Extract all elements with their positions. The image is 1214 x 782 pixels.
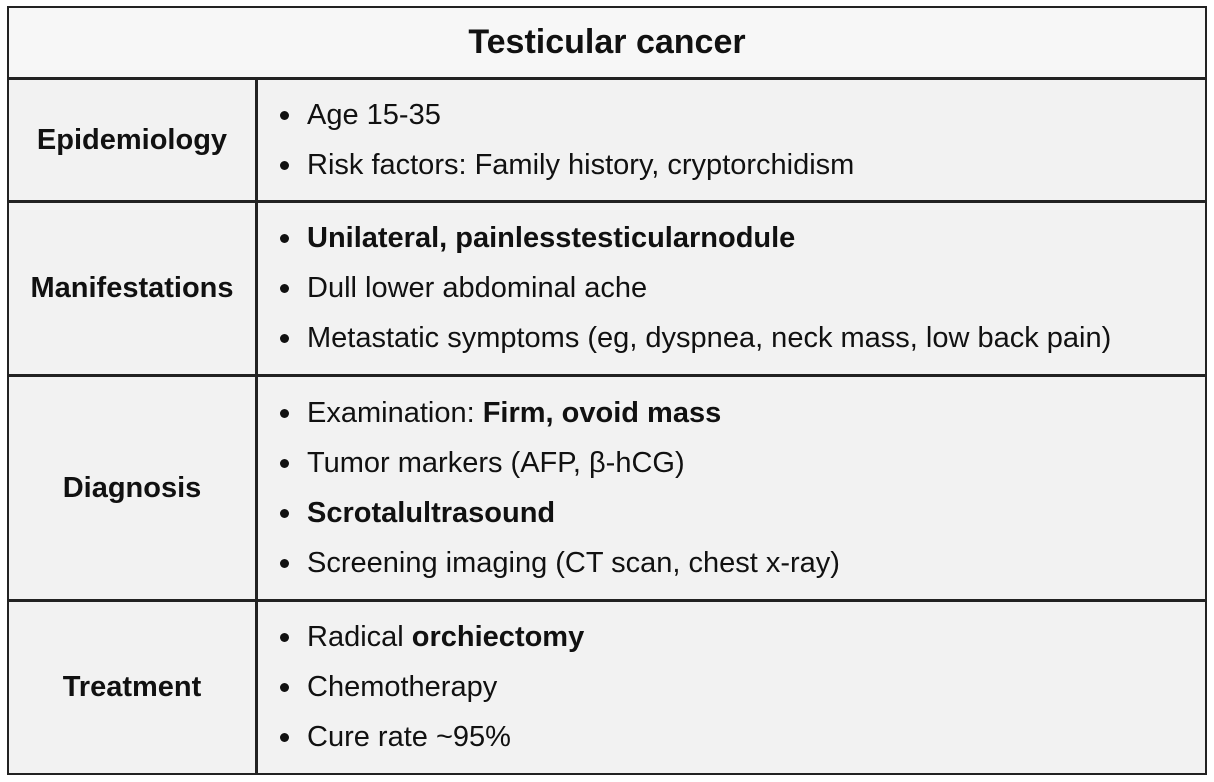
bold-text-segment: Firm, ovoid mass [482, 396, 722, 429]
bullet-dot-icon [280, 683, 289, 692]
text-segment: Radical [307, 621, 412, 653]
bullet-dot-icon [280, 408, 289, 418]
bullet-item: Radical orchiectomy [280, 613, 1205, 663]
bullet-text: Unilateral, painlesstesticularnodule [307, 222, 795, 255]
bold-text-segment: Scrotalultrasound [307, 496, 556, 529]
bullet-dot-icon [280, 633, 289, 642]
text-segment: Screening imaging (CT scan, chest x-ray) [307, 546, 840, 579]
row-content-diagnosis: Examination: Firm, ovoid mass Tumor marke… [258, 377, 1205, 602]
bold-text-segment: orchiectomy [411, 621, 585, 653]
bullet-text: Screening imaging (CT scan, chest x-ray) [307, 547, 840, 580]
bullet-dot-icon [280, 458, 289, 468]
bullet-text: Dull lower abdominal ache [307, 272, 647, 305]
row-label-manifestations: Manifestations [9, 203, 258, 377]
bold-text-segment: Unilateral, painlesstesticularnodule [307, 222, 796, 254]
bullet-dot-icon [280, 508, 289, 518]
bullet-dot-icon [280, 334, 289, 343]
bullet-dot-icon [280, 733, 289, 742]
text-segment: Dull lower abdominal ache [307, 272, 648, 304]
bullet-item: Examination: Firm, ovoid mass [280, 388, 1205, 438]
bullet-item: Dull lower abdominal ache [280, 264, 1205, 314]
bullet-dot-icon [280, 284, 289, 293]
bullet-text: Metastatic symptoms (eg, dyspnea, neck m… [307, 322, 1111, 355]
row-content-manifestations: Unilateral, painlesstesticularnodule Dull… [258, 203, 1205, 377]
row-content-treatment: Radical orchiectomy Chemotherapy Cure rate… [258, 602, 1205, 773]
row-label-treatment: Treatment [9, 602, 258, 773]
text-segment: Tumor markers (AFP, β-hCG) [307, 446, 685, 479]
table-title: Testicular cancer [9, 8, 1205, 80]
bullet-item: Chemotherapy [280, 663, 1205, 713]
bullet-item: Unilateral, painlesstesticularnodule [280, 214, 1205, 264]
text-segment: Chemotherapy [307, 671, 498, 703]
bullet-item: Risk factors: Family history, cryptorchi… [280, 140, 1205, 190]
text-segment: Examination: [307, 396, 483, 429]
bullet-text: Radical orchiectomy [307, 621, 584, 654]
summary-table: Testicular cancer Epidemiology Age 15-35 R… [7, 6, 1207, 775]
bullet-item: Metastatic symptoms (eg, dyspnea, neck m… [280, 314, 1205, 364]
text-segment: Risk factors: Family history, cryptorchi… [307, 148, 855, 181]
bullet-item: Scrotalultrasound [280, 488, 1205, 538]
bullet-text: Chemotherapy [307, 671, 497, 704]
row-label-epidemiology: Epidemiology [9, 80, 258, 203]
bullet-item: Screening imaging (CT scan, chest x-ray) [280, 538, 1205, 588]
bullet-dot-icon [280, 558, 289, 568]
text-segment: Age 15-35 [307, 98, 441, 131]
bullet-dot-icon [280, 234, 289, 243]
bullet-item: Cure rate ~95% [280, 713, 1205, 763]
bullet-text: Age 15-35 [307, 99, 441, 132]
bullet-dot-icon [280, 110, 289, 120]
bullet-text: Risk factors: Family history, cryptorchi… [307, 149, 854, 182]
bullet-item: Tumor markers (AFP, β-hCG) [280, 438, 1205, 488]
bullet-item: Age 15-35 [280, 90, 1205, 140]
bullet-text: Cure rate ~95% [307, 721, 511, 754]
bullet-text: Examination: Firm, ovoid mass [307, 397, 721, 430]
text-segment: Metastatic symptoms (eg, dyspnea, neck m… [307, 322, 1112, 354]
bullet-dot-icon [280, 160, 289, 170]
row-label-diagnosis: Diagnosis [9, 377, 258, 602]
bullet-text: Scrotalultrasound [307, 497, 555, 530]
text-segment: Cure rate ~95% [307, 721, 511, 753]
bullet-text: Tumor markers (AFP, β-hCG) [307, 447, 685, 480]
row-content-epidemiology: Age 15-35 Risk factors: Family history, c… [258, 80, 1205, 203]
